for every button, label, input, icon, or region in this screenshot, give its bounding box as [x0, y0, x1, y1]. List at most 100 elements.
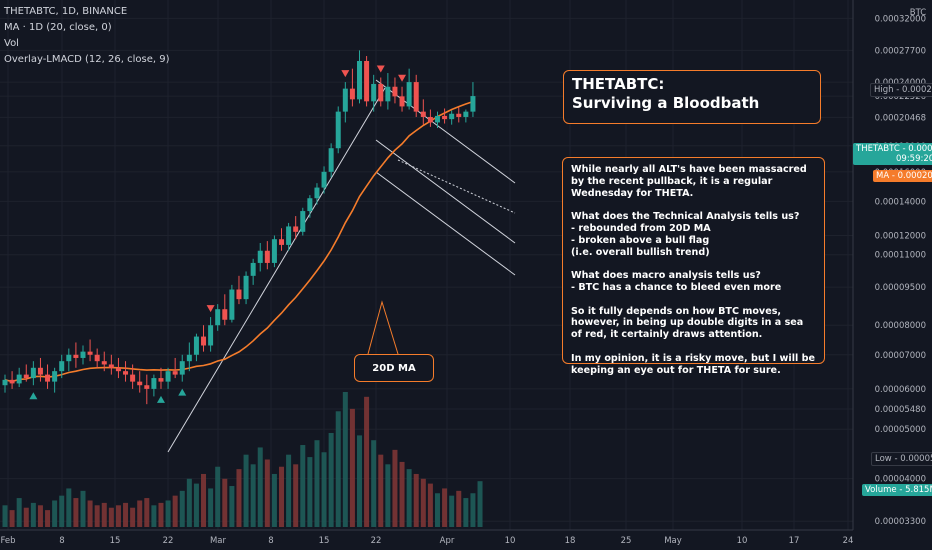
axis-currency: BTC — [910, 8, 927, 18]
volume-bar — [364, 396, 370, 527]
volume-bar — [385, 464, 391, 527]
candle-body — [59, 361, 65, 372]
time-axis-label: 15 — [319, 536, 330, 546]
ma-callout-label: 20D MA — [372, 362, 416, 374]
candle-body — [30, 367, 36, 379]
volume-bar — [73, 498, 79, 527]
volume-bar — [37, 505, 43, 527]
candle-body — [279, 239, 285, 245]
time-axis-label: 8 — [59, 536, 64, 546]
buy-signal-marker — [29, 392, 38, 400]
volume-bar — [434, 493, 440, 527]
candle-body — [215, 309, 221, 326]
candle-body — [80, 351, 86, 358]
candle-body — [115, 367, 121, 372]
volume-bar — [264, 459, 270, 527]
note-ta-point-2: - broken above a bull flag — [571, 234, 710, 246]
candle-body — [378, 83, 384, 102]
candle-body — [307, 198, 313, 212]
candle-body — [349, 88, 355, 100]
ma-tag: MA - 0.00020468 — [873, 170, 932, 182]
flag-middle-line — [375, 139, 516, 244]
legend-vol[interactable]: Vol — [4, 38, 19, 49]
candle-body — [193, 336, 199, 355]
volume-bar — [215, 466, 221, 527]
volume-bars — [2, 392, 483, 527]
volume-bar — [87, 500, 93, 527]
legend-macd[interactable]: Overlay-LMACD (12, 26, close, 9) — [4, 54, 170, 65]
rising-trendline — [167, 87, 386, 453]
candle-body — [158, 378, 164, 382]
volume-bar — [158, 502, 164, 527]
volume-bar — [357, 435, 362, 527]
ma-line-path — [4, 100, 474, 383]
sell-signal-marker — [376, 65, 385, 73]
candle-body — [293, 226, 299, 232]
volume-bar — [208, 488, 214, 527]
ma-callout-connector — [367, 300, 399, 355]
buy-signal-marker — [156, 395, 165, 403]
note-macro-heading: What does macro analysis tells us? — [571, 270, 761, 282]
price-axis-label: 0.00009500 — [875, 283, 926, 293]
note-ta-point-3: (i.e. overall bullish trend) — [571, 246, 710, 258]
time-axis-label: Mar — [210, 536, 227, 546]
volume-bar — [30, 502, 36, 527]
title-callout[interactable]: THETABTC: Surviving a Bloodbath — [563, 70, 821, 124]
volume-bar — [456, 490, 462, 527]
candle-body — [286, 226, 292, 245]
note-ta-point-1: - rebounded from 20D MA — [571, 222, 711, 234]
countdown: 09:59:20 — [896, 154, 932, 164]
candle-body — [222, 309, 228, 320]
candle-body — [470, 96, 476, 112]
candle-body — [94, 354, 100, 362]
volume-bar — [115, 505, 121, 527]
title-line-2: Surviving a Bloodbath — [572, 94, 760, 112]
candle-body — [137, 381, 143, 386]
candle-body — [420, 111, 426, 117]
candle-body — [201, 336, 207, 346]
legend-ma[interactable]: MA · 1D (20, close, 0) — [4, 22, 112, 33]
sell-signal-marker — [341, 70, 350, 78]
ma-callout[interactable]: 20D MA — [354, 354, 434, 382]
candle-body — [9, 379, 15, 384]
volume-bar — [286, 454, 292, 527]
candle-body — [101, 361, 107, 365]
volume-bar — [371, 440, 377, 527]
candle-body — [2, 379, 8, 386]
candle-body — [328, 148, 334, 172]
candle-body — [208, 325, 214, 346]
time-axis-label: 15 — [110, 536, 121, 546]
volume-bar — [45, 510, 51, 527]
legend-symbol[interactable]: THETABTC, 1D, BINANCE — [4, 6, 128, 17]
time-axis-label: 10 — [505, 536, 516, 546]
volume-bar — [442, 488, 448, 527]
volume-bar — [342, 392, 348, 527]
candles — [2, 50, 476, 405]
volume-bar — [314, 440, 320, 527]
time-axis-label: 17 — [789, 536, 800, 546]
candle-body — [179, 361, 185, 375]
candle-body — [16, 374, 22, 384]
candle-body — [271, 239, 277, 263]
high-tag: High - 0.00027700 — [870, 83, 932, 97]
volume-bar — [236, 469, 242, 527]
candle-body — [229, 289, 235, 320]
volume-bar — [243, 454, 249, 527]
candle-body — [250, 262, 256, 276]
ma-tag-value: 0.00020468 — [897, 171, 932, 181]
analysis-callout[interactable]: While nearly all ALT's have been massacr… — [562, 157, 825, 376]
time-axis[interactable]: Feb 8 15 22 Mar 8 15 22 Apr 10 18 25 May 10 17 24 — [0, 536, 853, 546]
ma-tag-label: MA — [876, 171, 890, 181]
candle-body — [314, 187, 320, 199]
ma-20-line — [4, 100, 474, 383]
volume-tag-label: Volume — [865, 485, 897, 495]
candle-body — [456, 113, 462, 117]
volume-bar — [463, 498, 469, 527]
volume-bar — [123, 502, 129, 527]
volume-bar — [321, 452, 327, 527]
volume-bar — [2, 505, 8, 527]
note-btc: So it fully depends on how BTC moves, ho… — [571, 305, 804, 341]
candle-body — [172, 371, 178, 375]
volume-bar — [257, 447, 263, 527]
note-ta-heading: What does the Technical Analysis tells u… — [571, 211, 800, 223]
